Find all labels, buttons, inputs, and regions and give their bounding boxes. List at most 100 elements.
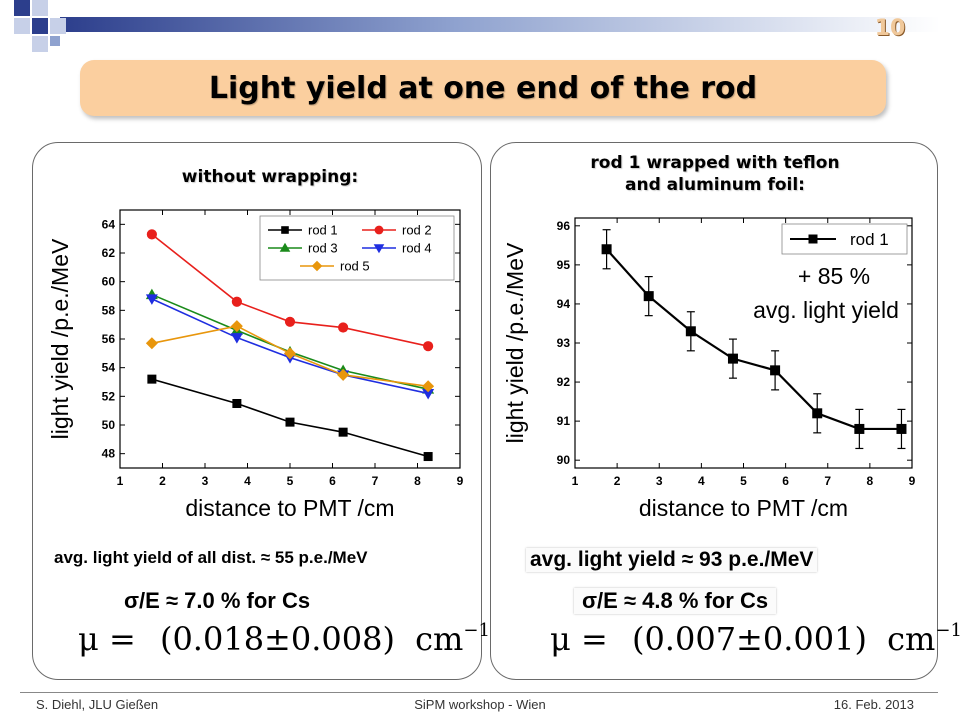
legend-marker [373,244,385,254]
data-point [284,347,296,360]
y-tick-label: 92 [557,375,571,389]
legend-marker [311,260,323,272]
y-tick-label: 94 [557,297,571,311]
x-tick-label: 8 [867,474,874,488]
y-tick-label: 93 [557,336,571,350]
data-point [422,388,435,400]
data-point [854,423,865,434]
footer-divider [20,692,938,693]
deco-square [32,0,48,16]
x-tick-label: 1 [117,474,124,488]
annotation-increase: + 85 % [798,263,870,289]
left-avg-light-yield: avg. light yield of all dist. ≈ 55 p.e./… [54,548,368,567]
x-tick-label: 8 [414,474,421,488]
data-point [231,296,242,307]
footer-event: SiPM workshop - Wien [414,697,546,712]
legend-label: rod 5 [340,259,370,274]
unit-exponent: −1 [463,620,490,641]
mu-symbol: μ [550,620,571,658]
y-tick-label: 91 [557,414,571,428]
x-tick-label: 1 [572,474,579,488]
header-bar [60,17,940,32]
deco-square [50,18,66,34]
unit-exponent: −1 [935,620,960,641]
data-point [643,291,654,302]
data-point [230,333,243,344]
x-tick-label: 3 [202,474,209,488]
series-rod-5 [145,320,435,393]
deco-square [50,36,60,46]
deco-square [14,18,30,34]
series-rod-1 [601,229,907,450]
y-tick-label: 50 [102,418,116,432]
data-point [812,408,823,419]
data-point [422,380,435,393]
x-tick-label: 6 [329,474,336,488]
data-point [146,229,157,240]
data-point [145,294,158,305]
attenuation-unit: cm [415,620,464,658]
series-rod-2 [146,229,434,352]
legend-label: rod 1 [308,223,338,238]
x-tick-label: 4 [698,474,705,488]
series-line [605,248,902,431]
right-attenuation-formula: μ = (0.007±0.001) cm−1 [550,620,960,658]
y-tick-label: 62 [102,246,116,260]
series-rod-1 [147,374,433,462]
x-tick-label: 9 [909,474,916,488]
legend-marker [279,242,291,252]
x-tick-label: 6 [782,474,789,488]
attenuation-value: (0.018±0.008) [159,620,395,658]
data-point [230,320,243,333]
data-point [232,399,242,408]
y-axis-label: light yield /p.e./MeV [502,242,528,443]
data-point [337,368,350,381]
data-point [338,427,348,437]
footer-author: S. Diehl, JLU Gießen [36,697,159,712]
deco-square [32,36,48,52]
deco-square [14,0,30,16]
data-point [727,353,738,364]
mu-symbol: μ [78,620,99,658]
y-axis-label: light yield /p.e./MeV [47,238,73,439]
x-tick-label: 5 [287,474,294,488]
deco-square [32,18,48,34]
footer-date: 16. Feb. 2013 [833,697,914,712]
right-avg-light-yield: avg. light yield ≈ 93 p.e./MeV [526,548,818,572]
x-axis-label: distance to PMT /cm [639,495,848,521]
legend: rod 1 rod 2 rod 3 rod 4 rod 5 [259,215,455,281]
legend-label: rod 1 [850,230,889,249]
data-point [145,337,158,350]
equals-sign: = [108,620,136,658]
y-tick-label: 54 [102,361,116,375]
attenuation-unit: cm [887,620,936,658]
left-panel-heading: without wrapping: [181,167,359,187]
x-tick-label: 3 [656,474,663,488]
right-heading-line1: rod 1 wrapped with teflon [590,153,840,173]
legend-label: rod 4 [402,241,432,256]
right-panel-heading: rod 1 wrapped with teflon and aluminum f… [530,152,900,196]
legend-label: rod 2 [402,223,432,238]
legend-marker [374,225,384,235]
y-tick-label: 95 [557,258,571,272]
data-point [147,374,157,384]
slide-title: Light yield at one end of the rod [208,70,758,106]
slide-number: 10 [874,16,906,41]
x-tick-label: 7 [372,474,379,488]
y-tick-label: 52 [102,389,116,403]
x-axis-label: distance to PMT /cm [185,495,394,521]
x-tick-label: 4 [244,474,251,488]
legend-label: rod 3 [308,241,338,256]
data-point [770,365,781,376]
y-tick-label: 90 [557,453,571,467]
left-attenuation-formula: μ = (0.018±0.008) cm−1 [78,620,490,658]
data-point [601,244,612,255]
equals-sign: = [580,620,608,658]
data-point [896,423,907,434]
legend: rod 1 [781,223,908,255]
data-point [285,417,295,427]
left-resolution: σ/E ≈ 7.0 % for Cs [124,588,311,613]
header-decoration [14,0,940,52]
